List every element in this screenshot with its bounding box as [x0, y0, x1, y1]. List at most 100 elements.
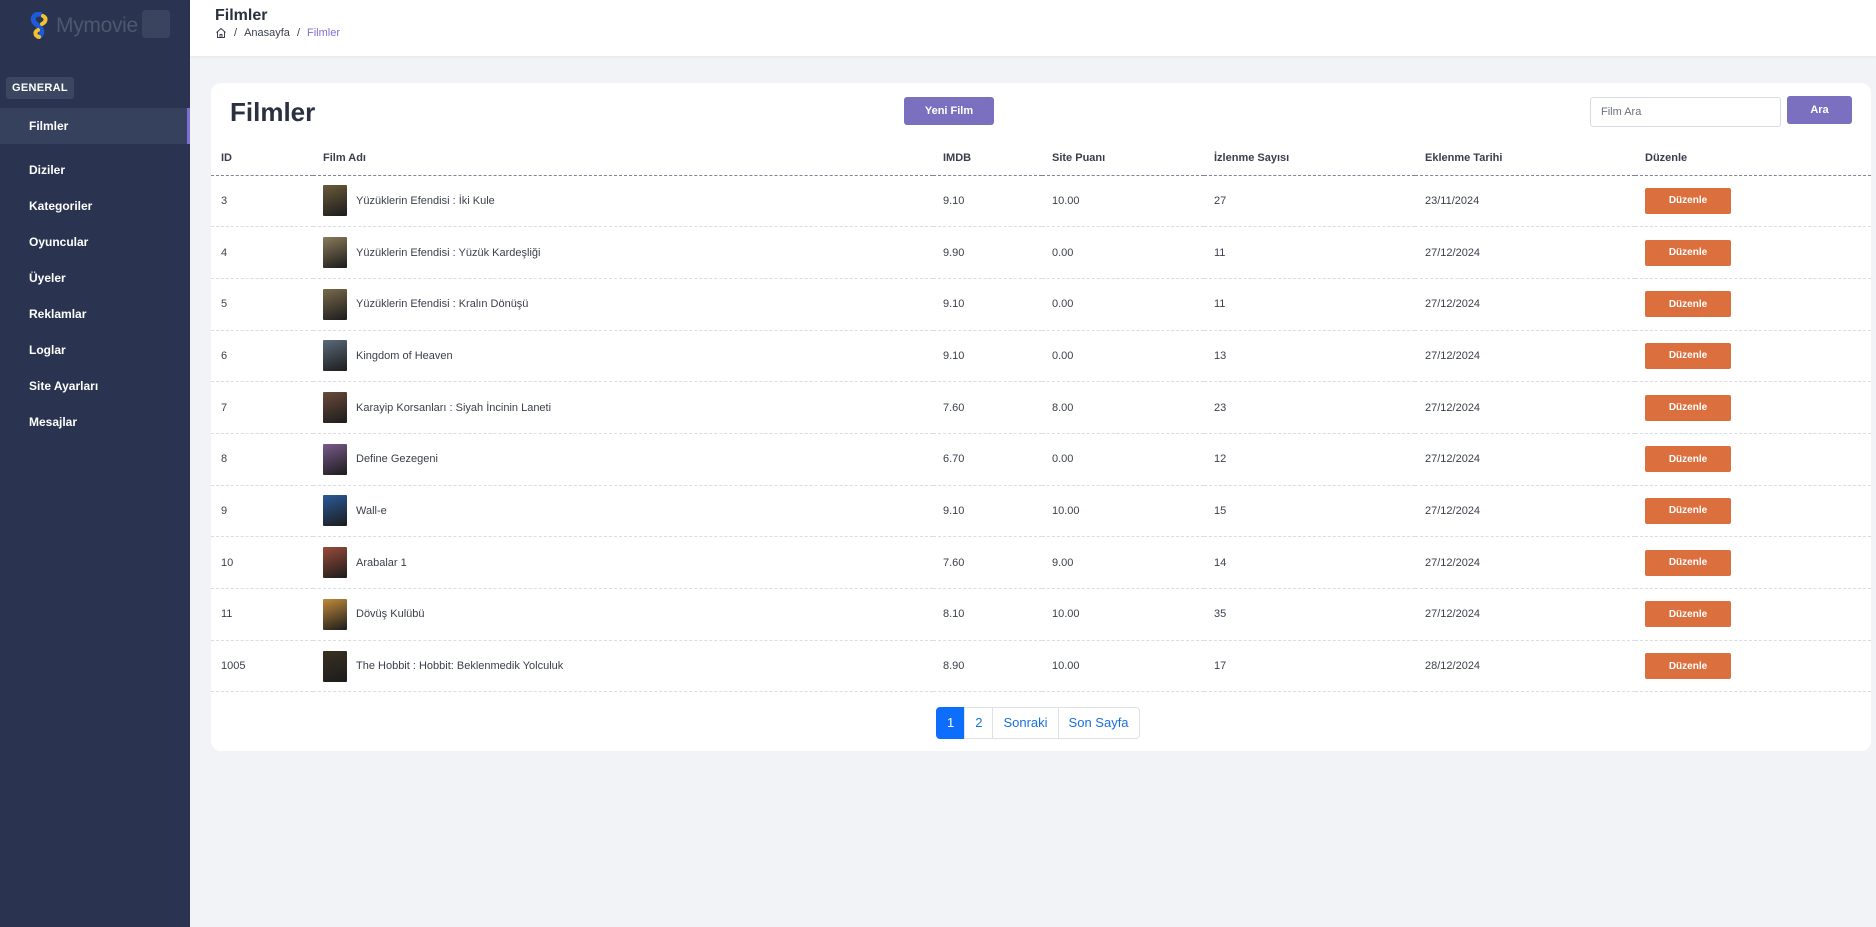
edit-button[interactable]: Düzenle — [1645, 653, 1731, 680]
table-row: 6 Kingdom of Heaven 9.10 0.00 13 27/12/2024 Dü… — [211, 330, 1871, 383]
edit-button[interactable]: Düzenle — [1645, 239, 1731, 266]
sidebar-toggle-button[interactable] — [142, 10, 170, 38]
sidebar-item-site-ayarlari[interactable]: Site Ayarları — [29, 379, 99, 393]
film-search-input[interactable] — [1590, 97, 1781, 127]
film-name: Yüzüklerin Efendisi : Yüzük Kardeşliği — [356, 246, 541, 259]
cell-views: 35 — [1204, 588, 1415, 641]
cell-imdb: 7.60 — [933, 536, 1042, 589]
poster-thumbnail — [323, 237, 347, 269]
cell-site-score: 0.00 — [1042, 433, 1204, 486]
cell-imdb: 9.90 — [933, 226, 1042, 279]
table-row: 1005 The Hobbit : Hobbit: Beklenmedik Yol… — [211, 640, 1871, 693]
film-name: The Hobbit : Hobbit: Beklenmedik Yolculu… — [356, 660, 564, 673]
cell-site-score: 9.00 — [1042, 536, 1204, 589]
breadcrumb: / Anasayfa / Filmler — [215, 27, 340, 39]
cell-edit: Düzenle — [1635, 536, 1871, 589]
edit-button[interactable]: Düzenle — [1645, 497, 1731, 524]
cell-date: 27/12/2024 — [1415, 330, 1635, 383]
cell-imdb: 9.10 — [933, 485, 1042, 538]
cell-imdb: 9.10 — [933, 330, 1042, 383]
cell-id: 9 — [211, 485, 313, 538]
brand[interactable]: Mymovie — [28, 12, 138, 40]
cell-id: 8 — [211, 433, 313, 486]
edit-button[interactable]: Düzenle — [1645, 549, 1731, 576]
film-name: Kingdom of Heaven — [356, 349, 453, 362]
cell-date: 27/12/2024 — [1415, 536, 1635, 589]
film-name: Yüzüklerin Efendisi : Kralın Dönüşü — [356, 298, 529, 311]
sidebar-item-diziler[interactable]: Diziler — [29, 163, 66, 177]
table-row: 10 Arabalar 1 7.60 9.00 14 27/12/2024 Düzenle — [211, 536, 1871, 589]
films-table-body: 3 Yüzüklerin Efendisi : İki Kule 9.10 10.00… — [211, 175, 1871, 693]
edit-button[interactable]: Düzenle — [1645, 187, 1731, 214]
cell-views: 27 — [1204, 175, 1415, 228]
films-table: ID Film Adı IMDB Site Puanı İzlenme Sayı… — [211, 141, 1871, 693]
cell-site-score: 10.00 — [1042, 485, 1204, 538]
cell-film-name: The Hobbit : Hobbit: Beklenmedik Yolculu… — [313, 640, 933, 693]
poster-thumbnail — [323, 340, 347, 372]
column-header-film-name: Film Adı — [313, 141, 933, 176]
edit-button[interactable]: Düzenle — [1645, 342, 1731, 369]
section-label: GENERAL — [6, 77, 74, 99]
cell-id: 6 — [211, 330, 313, 383]
page-1-button[interactable]: 1 — [936, 707, 966, 739]
cell-id: 11 — [211, 588, 313, 641]
cell-id: 1005 — [211, 640, 313, 693]
poster-thumbnail — [323, 185, 347, 217]
cell-edit: Düzenle — [1635, 485, 1871, 538]
poster-thumbnail — [323, 443, 347, 475]
cell-id: 10 — [211, 536, 313, 589]
cell-views: 13 — [1204, 330, 1415, 383]
cell-imdb: 6.70 — [933, 433, 1042, 486]
breadcrumb-separator: / — [234, 27, 238, 39]
poster-thumbnail — [323, 495, 347, 527]
sidebar-item-loglar[interactable]: Loglar — [29, 343, 66, 357]
cell-site-score: 8.00 — [1042, 381, 1204, 434]
sidebar-item-kategoriler[interactable]: Kategoriler — [29, 199, 93, 213]
edit-button[interactable]: Düzenle — [1645, 291, 1731, 318]
sidebar-item-oyuncular[interactable]: Oyuncular — [29, 235, 89, 249]
search-button[interactable]: Ara — [1787, 96, 1852, 124]
home-icon[interactable] — [215, 27, 227, 39]
cell-edit: Düzenle — [1635, 640, 1871, 693]
cell-site-score: 0.00 — [1042, 278, 1204, 331]
cell-edit: Düzenle — [1635, 381, 1871, 434]
sidebar-item-filmler[interactable]: Filmler — [0, 108, 190, 144]
cell-site-score: 10.00 — [1042, 175, 1204, 228]
table-row: 5 Yüzüklerin Efendisi : Kralın Dönüşü 9.10… — [211, 278, 1871, 331]
table-row: 8 Define Gezegeni 6.70 0.00 12 27/12/2024 Düze… — [211, 433, 1871, 486]
sidebar-item-uyeler[interactable]: Üyeler — [29, 271, 66, 285]
sidebar-item-mesajlar[interactable]: Mesajlar — [29, 415, 78, 429]
cell-views: 11 — [1204, 278, 1415, 331]
cell-views: 23 — [1204, 381, 1415, 434]
cell-site-score: 10.00 — [1042, 588, 1204, 641]
poster-thumbnail — [323, 547, 347, 579]
cell-edit: Düzenle — [1635, 433, 1871, 486]
last-page-button[interactable]: Son Sayfa — [1057, 707, 1140, 739]
film-name: Wall-e — [356, 504, 387, 517]
page-title: Filmler — [215, 7, 268, 24]
poster-thumbnail — [323, 650, 347, 682]
new-film-button[interactable]: Yeni Film — [904, 97, 994, 125]
cell-site-score: 0.00 — [1042, 226, 1204, 279]
film-name: Dövüş Kulübü — [356, 608, 425, 621]
edit-button[interactable]: Düzenle — [1645, 601, 1731, 628]
column-header-views: İzlenme Sayısı — [1204, 141, 1415, 176]
cell-film-name: Arabalar 1 — [313, 536, 933, 589]
table-row: 3 Yüzüklerin Efendisi : İki Kule 9.10 10.00… — [211, 175, 1871, 228]
cell-views: 17 — [1204, 640, 1415, 693]
cell-views: 12 — [1204, 433, 1415, 486]
breadcrumb-home[interactable]: Anasayfa — [244, 27, 290, 39]
cell-date: 27/12/2024 — [1415, 588, 1635, 641]
column-header-site-score: Site Puanı — [1042, 141, 1204, 176]
edit-button[interactable]: Düzenle — [1645, 394, 1731, 421]
table-row: 11 Dövüş Kulübü 8.10 10.00 35 27/12/2024 Düzen… — [211, 588, 1871, 641]
cell-date: 27/12/2024 — [1415, 485, 1635, 538]
cell-film-name: Yüzüklerin Efendisi : Kralın Dönüşü — [313, 278, 933, 331]
breadcrumb-separator: / — [296, 27, 300, 39]
poster-thumbnail — [323, 598, 347, 630]
film-name: Define Gezegeni — [356, 453, 438, 466]
sidebar-item-reklamlar[interactable]: Reklamlar — [29, 307, 87, 321]
next-page-button[interactable]: Sonraki — [992, 707, 1059, 739]
edit-button[interactable]: Düzenle — [1645, 446, 1731, 473]
page-2-button[interactable]: 2 — [964, 707, 994, 739]
